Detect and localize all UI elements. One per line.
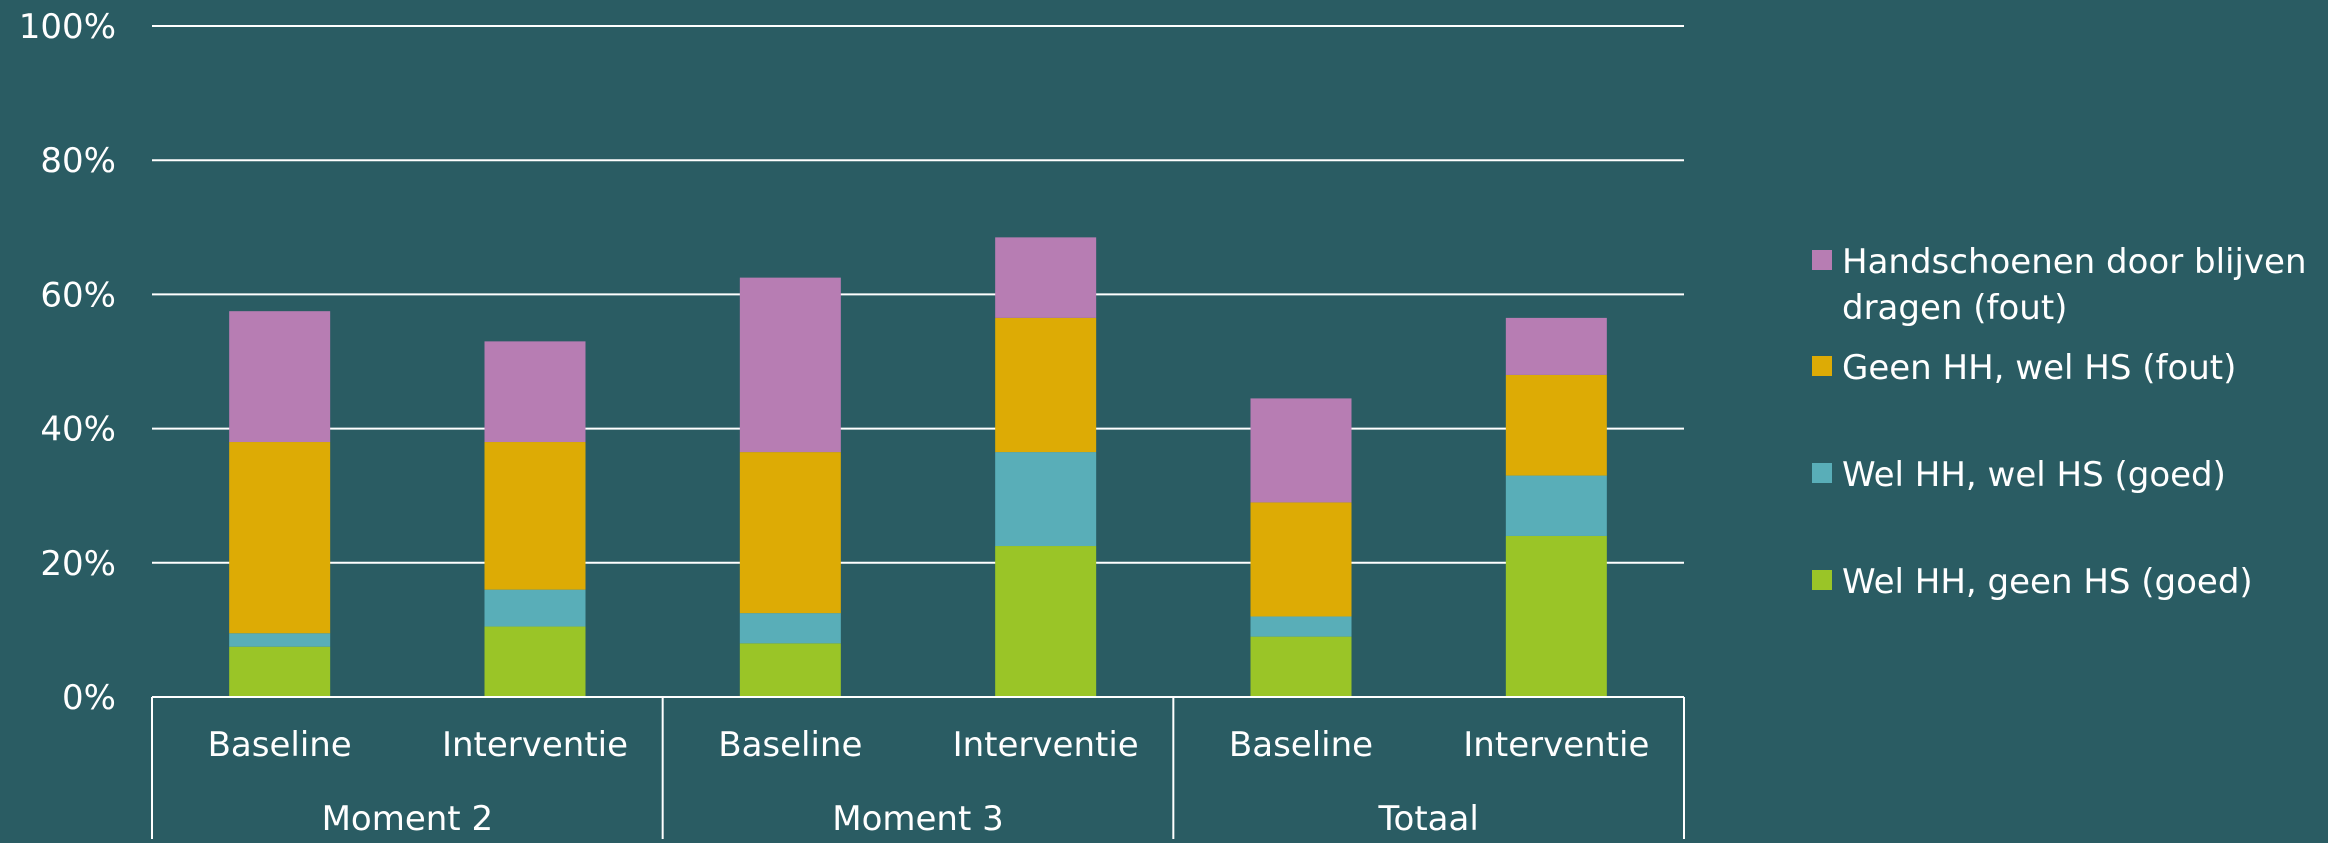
x-group-label: Moment 2 <box>322 799 494 839</box>
legend-swatch <box>1812 356 1832 376</box>
x-tick-label: Baseline <box>208 725 352 765</box>
x-tick-label: Baseline <box>1229 725 1373 765</box>
legend-swatch <box>1812 463 1832 483</box>
bar-segment <box>739 643 841 697</box>
legend-swatch <box>1812 250 1832 270</box>
bar-segment <box>1505 317 1607 375</box>
x-tick-label: Interventie <box>1463 725 1649 765</box>
bar-segment <box>995 452 1097 547</box>
y-tick-label: 80% <box>40 141 116 181</box>
bar-segment <box>484 589 586 627</box>
bar-segment <box>1250 616 1352 637</box>
bar-segment <box>1250 636 1352 697</box>
legend-label: Wel HH, geen HS (goed) <box>1842 562 2253 602</box>
bar-segment <box>995 546 1097 697</box>
bar-segment <box>229 311 331 443</box>
x-group-label: Totaal <box>1378 799 1479 839</box>
bar-segment <box>1505 475 1607 536</box>
legend-label: Geen HH, wel HS (fout) <box>1842 348 2236 388</box>
bar-segment <box>739 613 841 644</box>
bar-segment <box>1505 535 1607 697</box>
legend-label: Handschoenen door blijven dragen (fout) <box>1842 242 2307 328</box>
legend-label: Wel HH, wel HS (goed) <box>1842 455 2226 495</box>
x-tick-label: Interventie <box>953 725 1139 765</box>
x-tick-label: Interventie <box>442 725 628 765</box>
bar-segment <box>229 633 331 647</box>
bar-segment <box>229 646 331 697</box>
y-tick-label: 60% <box>40 275 116 315</box>
bar-segment <box>484 626 586 697</box>
y-tick-label: 0% <box>62 678 116 718</box>
x-group-label: Moment 3 <box>832 799 1004 839</box>
bar-segment <box>1505 374 1607 476</box>
bar-segment <box>995 237 1097 318</box>
bar-segment <box>484 341 586 443</box>
y-tick-label: 100% <box>19 7 116 47</box>
bar-segment <box>1250 502 1352 617</box>
legend-swatch <box>1812 570 1832 590</box>
bar-segment <box>229 442 331 634</box>
y-tick-label: 40% <box>40 410 116 450</box>
bar-segment <box>1250 398 1352 503</box>
bar-segment <box>739 277 841 453</box>
bar-segment <box>484 442 586 590</box>
bar-segment <box>739 452 841 614</box>
y-tick-label: 20% <box>40 544 116 584</box>
x-tick-label: Baseline <box>718 725 862 765</box>
bar-segment <box>995 317 1097 453</box>
